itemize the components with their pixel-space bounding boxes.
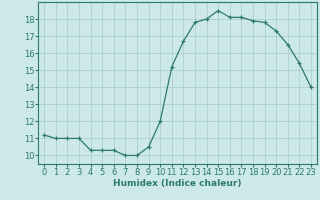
X-axis label: Humidex (Indice chaleur): Humidex (Indice chaleur) [113,179,242,188]
